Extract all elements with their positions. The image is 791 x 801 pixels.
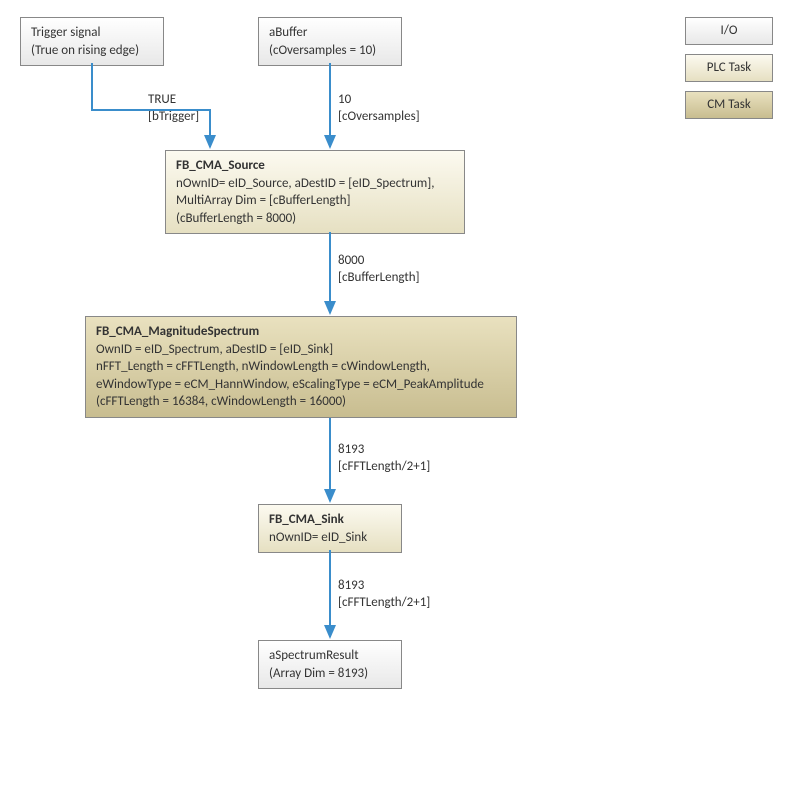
node-result: aSpectrumResult (Array Dim = 8193)	[258, 640, 402, 689]
edge-label-fft1: 8193 [cFFTLength/2+1]	[338, 442, 430, 476]
node-trigger-sub: (True on rising edge)	[31, 42, 153, 60]
node-spectrum-line1: OwnID = eID_Spectrum, aDestID = [eID_Sin…	[96, 341, 506, 359]
node-source-line2: MultiArray Dim = [cBufferLength]	[176, 192, 454, 210]
node-trigger-title: Trigger signal	[31, 24, 153, 42]
edge-label-bufferlength-l1: 8000	[338, 253, 420, 270]
edge-label-oversamples: 10 [cOversamples]	[338, 92, 420, 126]
node-source: FB_CMA_Source nOwnID= eID_Source, aDestI…	[165, 150, 465, 234]
node-source-line1: nOwnID= eID_Source, aDestID = [eID_Spect…	[176, 175, 454, 193]
edge-label-fft1-l2: [cFFTLength/2+1]	[338, 459, 430, 476]
edge-label-trigger: TRUE [bTrigger]	[148, 92, 199, 126]
node-sink-title: FB_CMA_Sink	[269, 511, 391, 529]
legend-cm-label: CM Task	[707, 97, 751, 112]
edge-label-bufferlength: 8000 [cBufferLength]	[338, 253, 420, 287]
edge-label-fft2-l1: 8193	[338, 578, 430, 595]
edge-label-fft2: 8193 [cFFTLength/2+1]	[338, 578, 430, 612]
node-spectrum-title: FB_CMA_MagnitudeSpectrum	[96, 323, 506, 341]
edge-label-fft1-l1: 8193	[338, 442, 430, 459]
node-sink-line1: nOwnID= eID_Sink	[269, 529, 391, 547]
node-abuffer-title: aBuffer	[269, 24, 391, 42]
node-sink: FB_CMA_Sink nOwnID= eID_Sink	[258, 504, 402, 553]
diagram-canvas: I/O PLC Task CM Task Trigger signal (Tru…	[0, 0, 791, 801]
node-spectrum-line3: eWindowType = eCM_HannWindow, eScalingTy…	[96, 376, 506, 394]
node-source-title: FB_CMA_Source	[176, 157, 454, 175]
node-spectrum-line2: nFFT_Length = cFFTLength, nWindowLength …	[96, 358, 506, 376]
edge-label-fft2-l2: [cFFTLength/2+1]	[338, 595, 430, 612]
legend-plc-label: PLC Task	[707, 60, 751, 75]
edge-label-trigger-l1: TRUE	[148, 92, 199, 109]
legend-cm: CM Task	[685, 91, 773, 119]
node-spectrum: FB_CMA_MagnitudeSpectrum OwnID = eID_Spe…	[85, 316, 517, 418]
legend-plc: PLC Task	[685, 54, 773, 82]
edge-label-oversamples-l2: [cOversamples]	[338, 109, 420, 126]
edge-label-trigger-l2: [bTrigger]	[148, 109, 199, 126]
legend-io: I/O	[685, 17, 773, 45]
node-abuffer-sub: (cOversamples = 10)	[269, 42, 391, 60]
node-result-title: aSpectrumResult	[269, 647, 391, 665]
node-abuffer: aBuffer (cOversamples = 10)	[258, 17, 402, 66]
node-spectrum-line4: (cFFTLength = 16384, cWindowLength = 160…	[96, 393, 506, 411]
node-result-sub: (Array Dim = 8193)	[269, 665, 391, 683]
node-trigger: Trigger signal (True on rising edge)	[20, 17, 164, 66]
edge-label-bufferlength-l2: [cBufferLength]	[338, 270, 420, 287]
edge-label-oversamples-l1: 10	[338, 92, 420, 109]
legend-io-label: I/O	[721, 23, 738, 38]
node-source-line3: (cBufferLength = 8000)	[176, 210, 454, 228]
